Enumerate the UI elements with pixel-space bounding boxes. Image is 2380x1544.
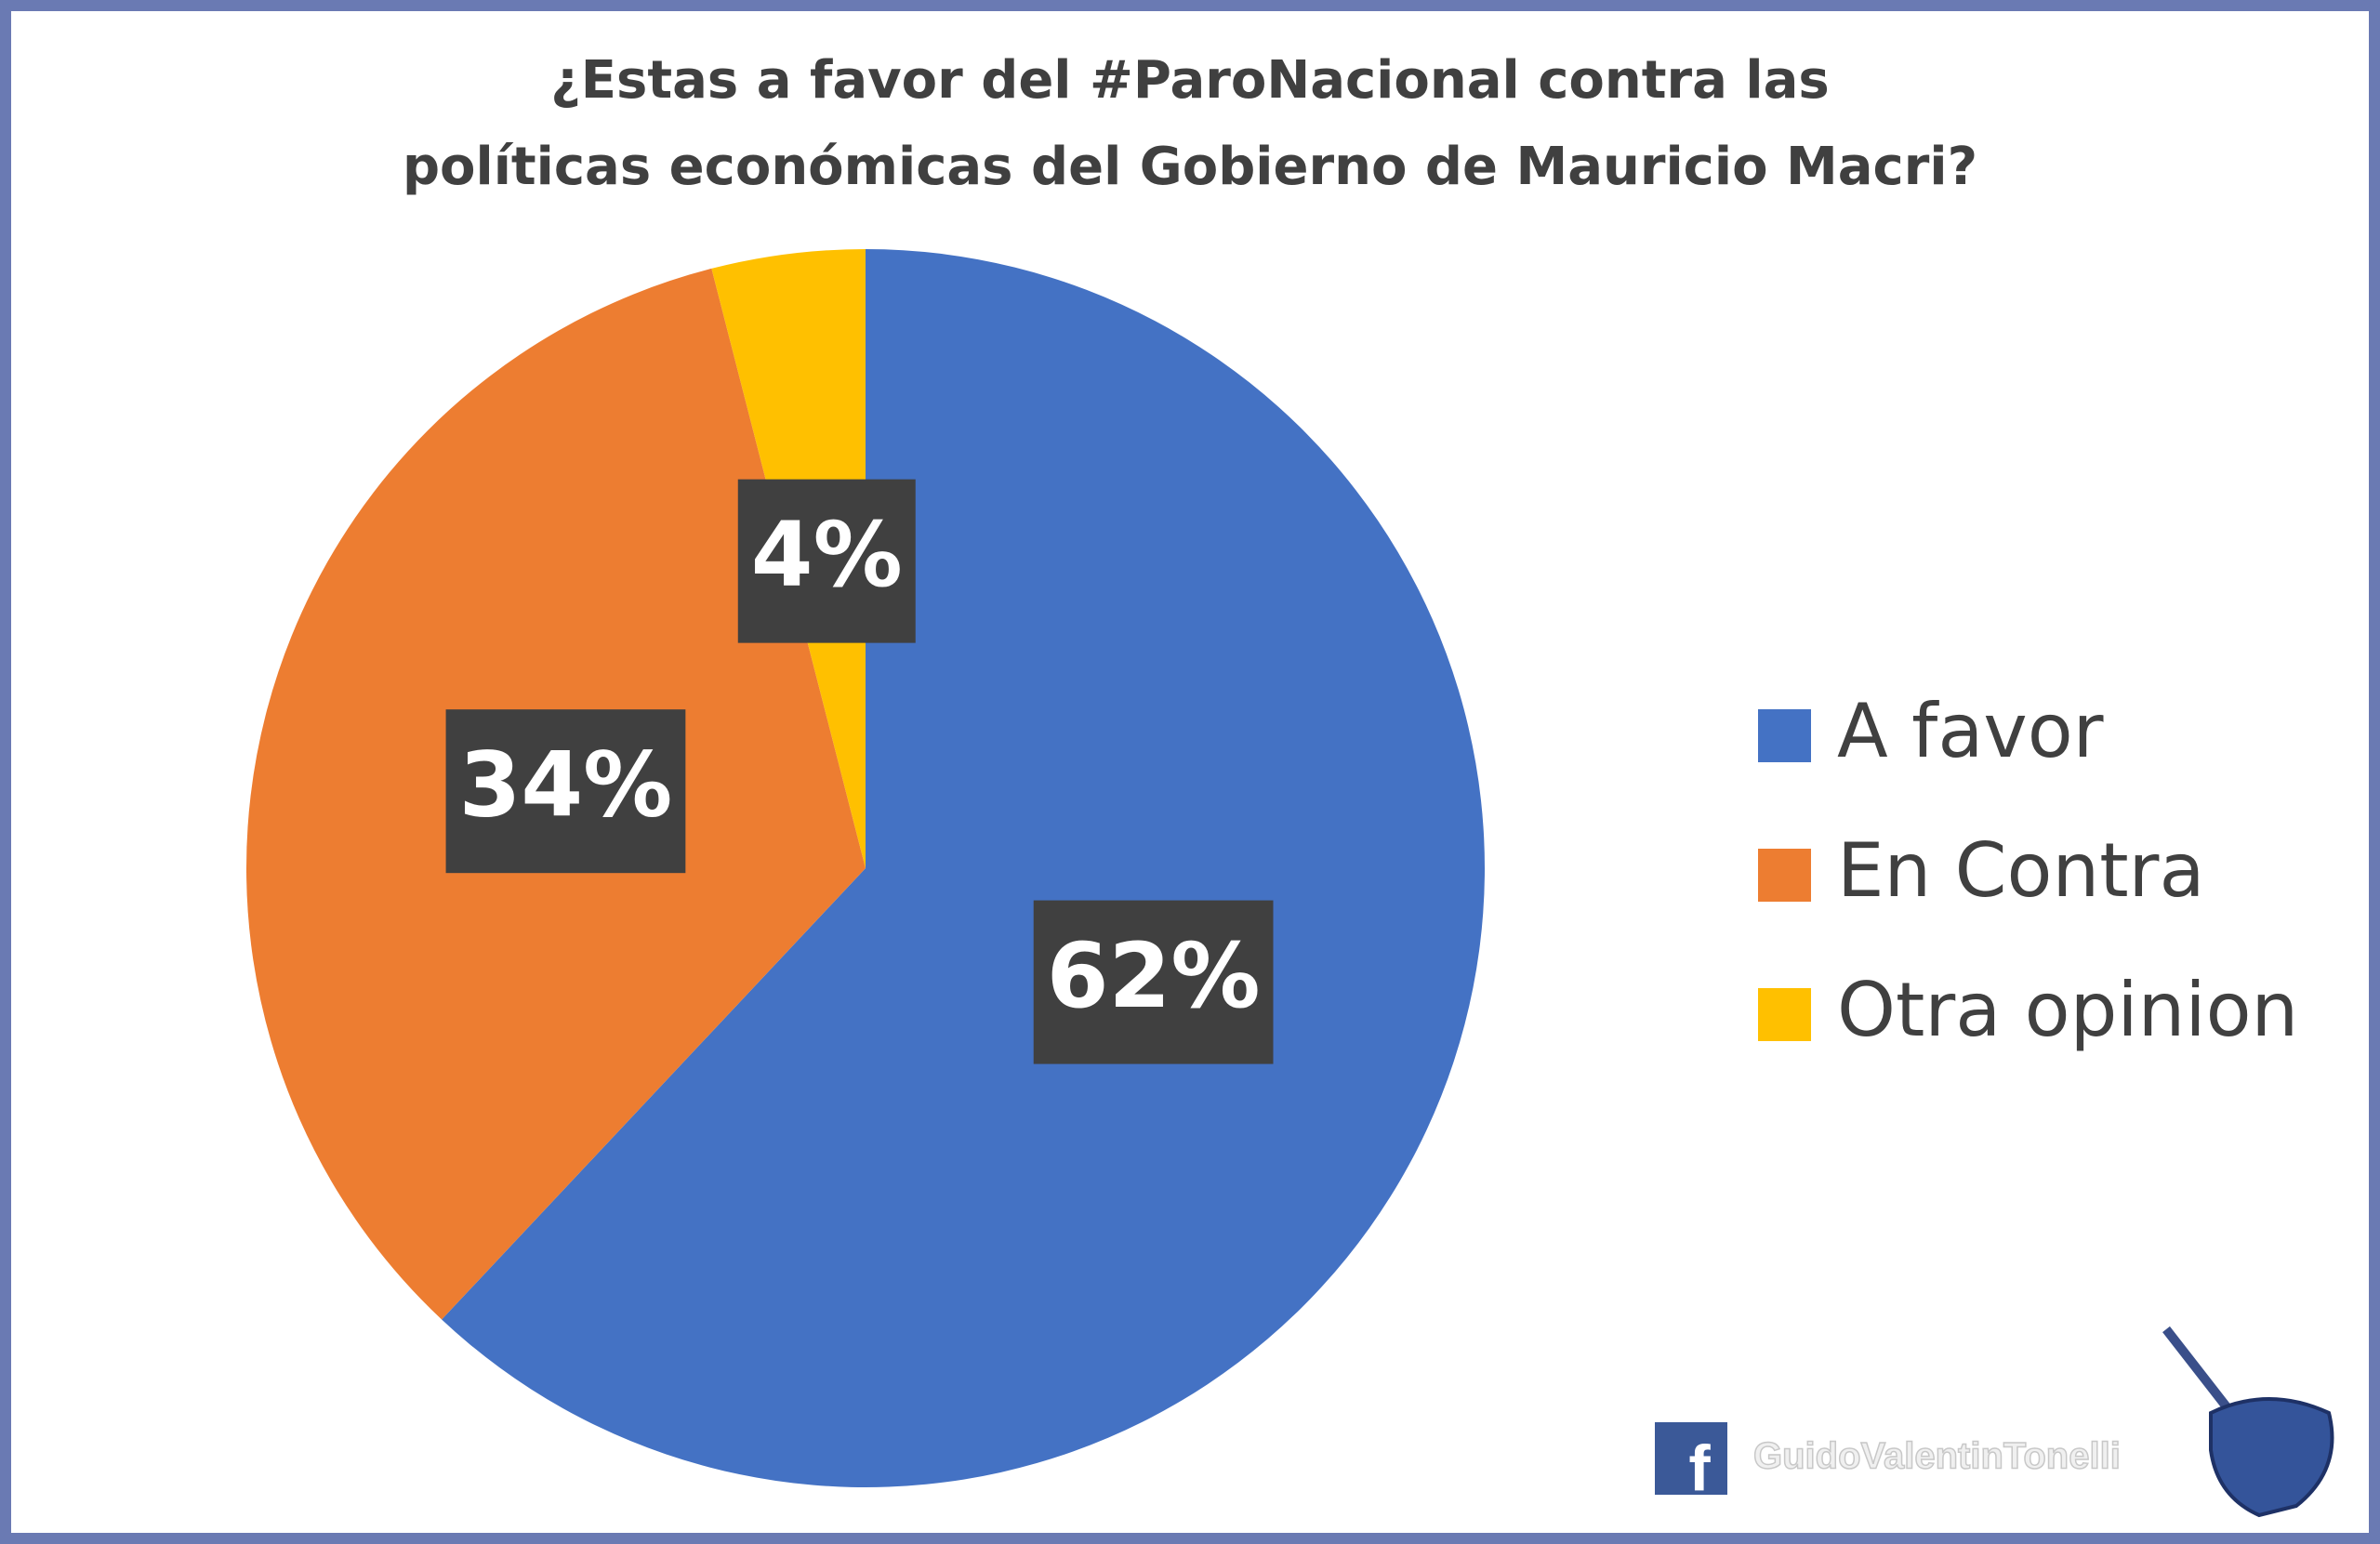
data-label-text: 34% — [459, 733, 673, 838]
legend-swatch — [1758, 988, 1811, 1041]
legend-swatch — [1758, 709, 1811, 762]
legend-label: A favor — [1837, 688, 2104, 774]
watermark: f GuidoValentinTonelli — [1655, 1422, 2122, 1504]
legend-label: En Contra — [1837, 827, 2204, 914]
data-label-box — [737, 479, 916, 643]
data-label: 34% — [445, 709, 686, 874]
data-label: 4% — [737, 479, 916, 643]
legend-label: Otra opinion — [1837, 967, 2298, 1053]
chart-subtitle: políticas económicas del Gobierno de Mau… — [403, 137, 1977, 197]
data-label-text: 4% — [751, 503, 903, 607]
facebook-letter: f — [1688, 1432, 1711, 1504]
bombilla — [2162, 1326, 2235, 1417]
chart-title: ¿Estas a favor del #ParoNacional contra … — [550, 50, 1829, 111]
facebook-icon — [1655, 1422, 1727, 1495]
data-label-text: 62% — [1047, 924, 1261, 1028]
watermark-text: GuidoValentinTonelli — [1753, 1436, 2121, 1477]
mate-icon — [2162, 1326, 2334, 1518]
pie-slice — [442, 249, 1486, 1487]
mate-cup — [2209, 1397, 2334, 1518]
data-label: 62% — [1033, 900, 1274, 1064]
data-label-box — [1033, 900, 1274, 1064]
legend-swatch — [1758, 849, 1811, 902]
data-label-box — [445, 709, 686, 874]
